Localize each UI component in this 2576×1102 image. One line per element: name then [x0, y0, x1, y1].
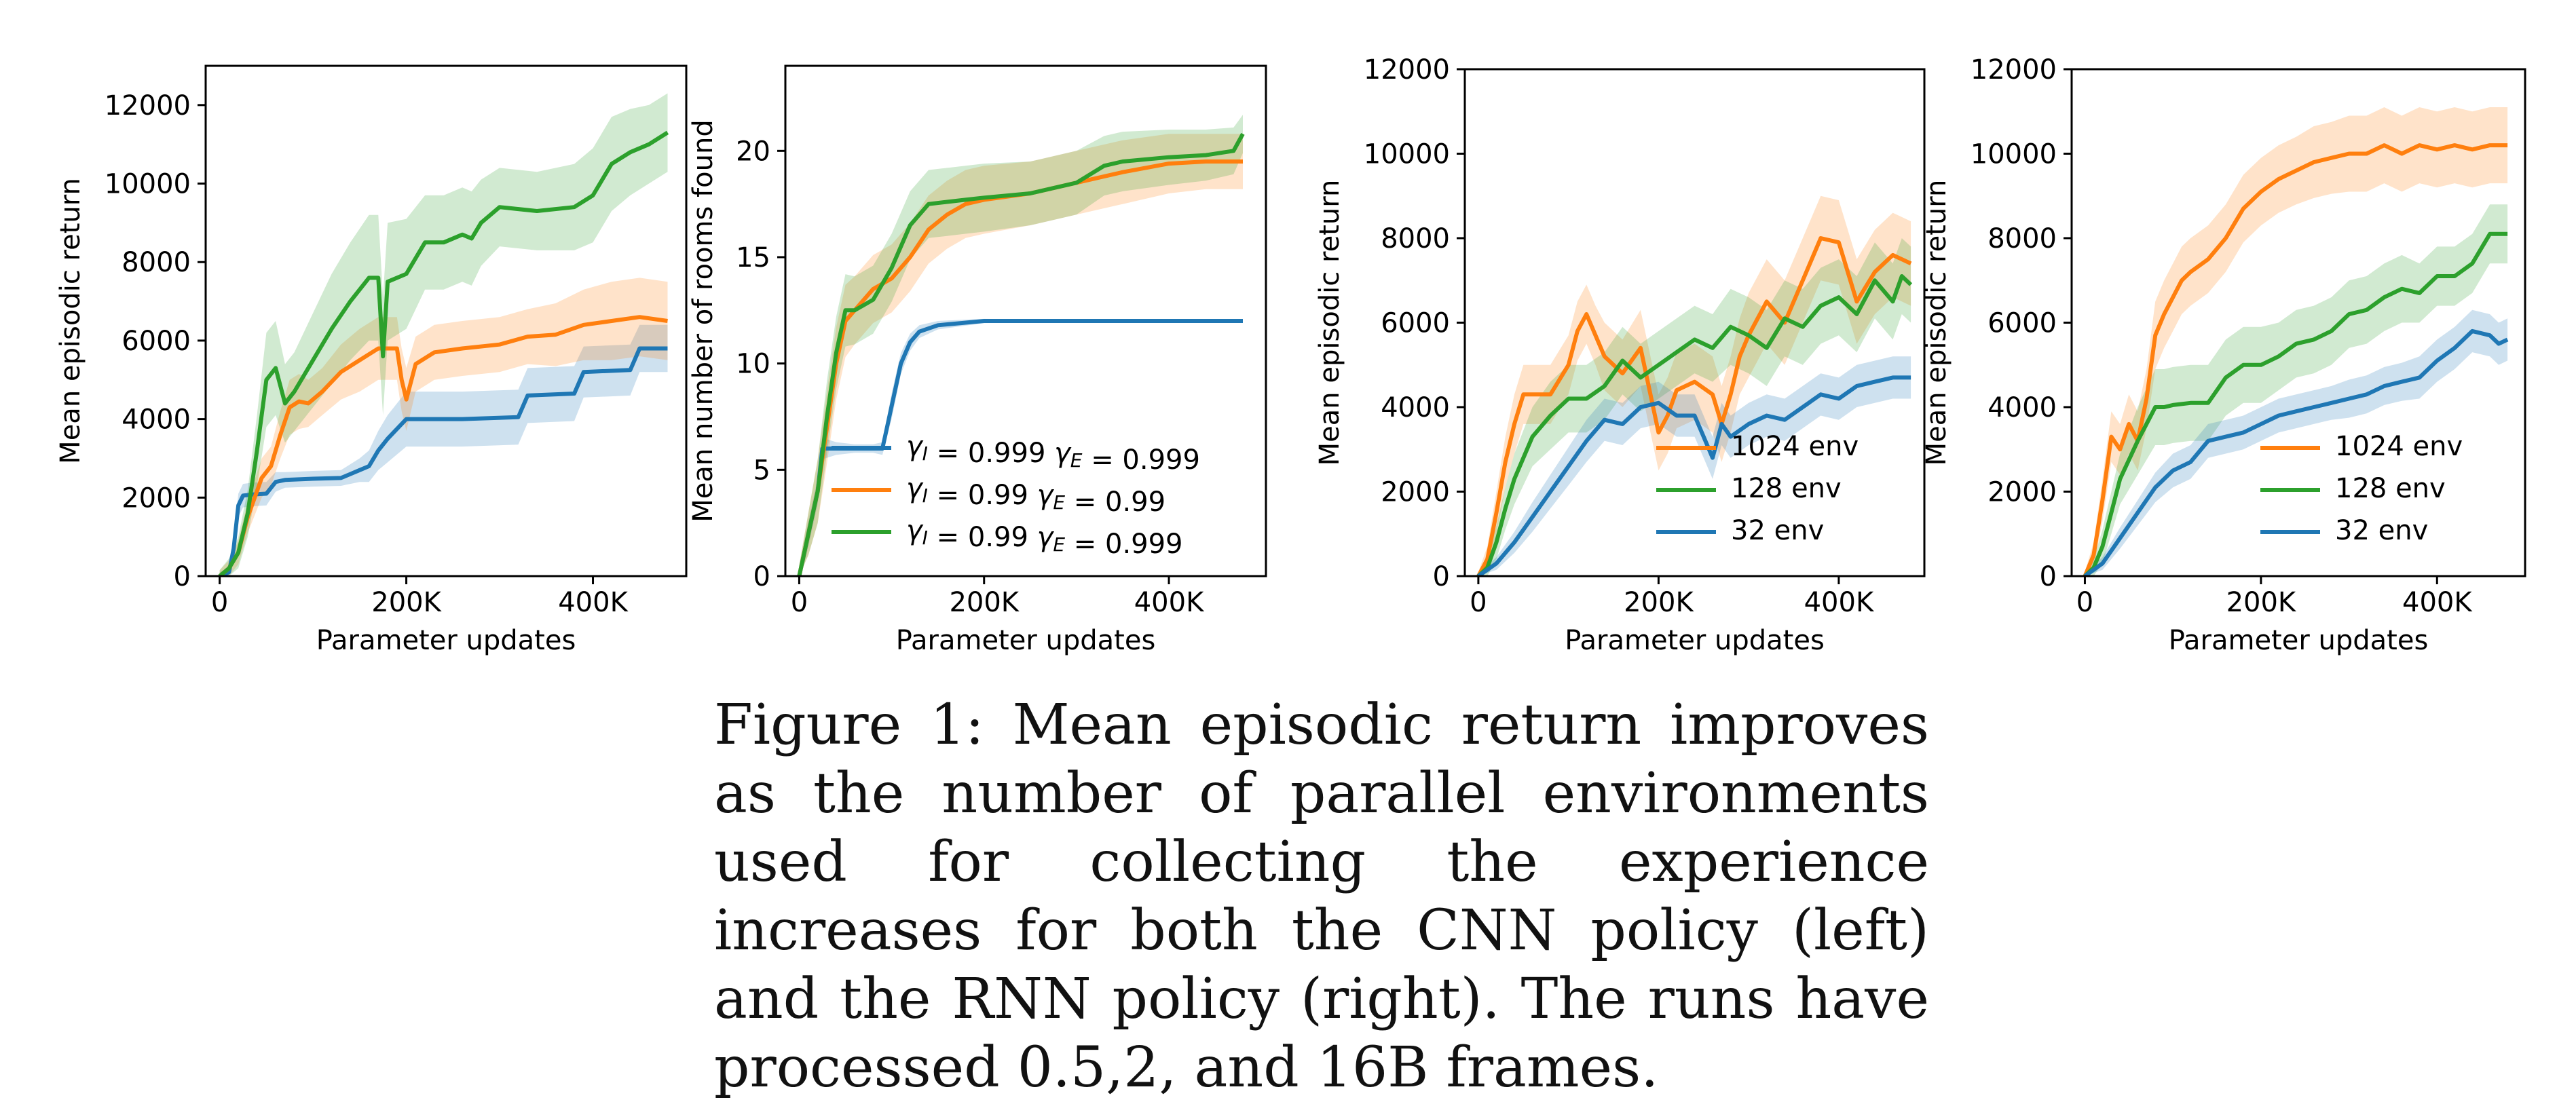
confidence-band-0: [219, 324, 668, 576]
x-tick-label: 0: [791, 587, 808, 618]
y-tick-label: 20: [736, 136, 770, 167]
x-tick-label: 200K: [371, 587, 442, 618]
y-tick-label: 5: [753, 455, 770, 486]
legend-label-1: γI = 0.99 γE = 0.99: [906, 473, 1165, 518]
x-axis-label: Parameter updates: [896, 625, 1156, 656]
series-line-1: [2083, 231, 2508, 576]
x-tick-label: 0: [1470, 587, 1487, 618]
legend-label-2: 32 env: [2335, 515, 2428, 546]
legend-label-1: 128 env: [2335, 473, 2446, 504]
y-tick-label: 6000: [1987, 308, 2057, 339]
x-axis-label: Parameter updates: [1565, 625, 1825, 656]
panel-4-env-return: 0 200K 400K 0 2000 4000 6000 8000 10000 12000 Para…: [1921, 54, 2526, 656]
y-tick-label: 6000: [1381, 308, 1450, 339]
figure-caption: Figure 1: Mean episodic return improves …: [714, 693, 1929, 1100]
figure-panels: 0 200K 400K020004000600080001000012000Para…: [55, 54, 2526, 656]
series-line-0: [219, 346, 668, 576]
y-tick-label: 4000: [1381, 392, 1450, 423]
y-tick-label: 8000: [1381, 223, 1450, 254]
x-tick-label: 400K: [1134, 587, 1205, 618]
y-tick-label: 10: [736, 349, 770, 380]
series-line-2: [2083, 328, 2509, 576]
x-axis-label: Parameter updates: [316, 625, 576, 656]
plot-area: [1476, 195, 1913, 576]
series-line-2: [797, 132, 1245, 576]
plot-area: [2083, 107, 2509, 576]
legend-label-0: γI = 0.999 γE = 0.999: [906, 431, 1200, 476]
axes-frame: [204, 64, 688, 577]
y-tick-label: 12000: [1971, 54, 2057, 86]
y-axis-label: Mean number of rooms found: [688, 119, 719, 522]
y-tick-label: 0: [174, 561, 191, 592]
confidence-band-2: [2085, 309, 2508, 576]
y-tick-label: 10000: [1364, 139, 1450, 170]
y-tick-label: 0: [753, 561, 770, 592]
y-tick-label: 0: [2040, 561, 2057, 592]
legend-label-0: 1024 env: [2335, 431, 2463, 462]
x-tick-label: 200K: [2226, 587, 2297, 618]
y-tick-label: 4000: [1987, 392, 2057, 423]
legend-label-2: γI = 0.99 γE = 0.999: [906, 515, 1183, 560]
legend: 1024 env 128 env 32 env: [1656, 431, 1859, 546]
y-tick-label: 10000: [105, 169, 191, 200]
legend-label-0: 1024 env: [1731, 431, 1859, 462]
x-tick-label: 400K: [1804, 587, 1875, 618]
confidence-band-0: [2085, 107, 2508, 576]
series-line-2: [1477, 375, 1911, 576]
x-tick-label: 200K: [1624, 587, 1694, 618]
x-tick-label: 200K: [949, 587, 1020, 618]
confidence-band-2: [219, 93, 668, 576]
y-tick-label: 12000: [105, 90, 191, 121]
legend-label-1: 128 env: [1731, 473, 1842, 504]
confidence-band-1: [2085, 204, 2508, 576]
y-tick-label: 8000: [122, 247, 191, 278]
series-line-0: [2083, 143, 2508, 576]
panel-1-cnn-return: 0 200K 400K 0 2000 4000 6000 8000 10000 12000 Para…: [55, 64, 688, 656]
x-tick-label: 400K: [558, 587, 629, 618]
y-tick-label: 2000: [122, 482, 191, 514]
y-axis-label: Mean episodic return: [55, 178, 86, 464]
plot-area: [218, 93, 669, 576]
series-line-1: [218, 315, 668, 576]
y-tick-label: 4000: [122, 404, 191, 436]
series-line-0: [1476, 236, 1912, 576]
y-tick-label: 10000: [1971, 139, 2057, 170]
panel-3-env-return: 0 200K 400K 0 2000 4000 6000 8000 10000 12000 Para…: [1314, 54, 1926, 656]
series-line-2: [218, 130, 669, 576]
y-axis-label: Mean episodic return: [1921, 180, 1952, 466]
confidence-band-1: [1478, 238, 1911, 576]
panel-2-rooms-found: 0 200K 400K 0 5 10 15 20 Parameter updates Mean n…: [688, 64, 1267, 656]
legend-label-2: 32 env: [1731, 515, 1824, 546]
x-tick-label: 0: [211, 587, 228, 618]
y-tick-label: 2000: [1987, 477, 2057, 508]
confidence-band-1: [219, 278, 668, 576]
x-tick-label: 0: [2076, 587, 2093, 618]
series-line-1: [1476, 274, 1913, 576]
confidence-band-0: [1478, 195, 1911, 576]
y-tick-label: 15: [736, 242, 770, 273]
y-axis-label: Mean episodic return: [1314, 180, 1345, 466]
y-tick-label: 6000: [122, 326, 191, 357]
confidence-band-1: [799, 134, 1243, 576]
x-tick-label: 400K: [2402, 587, 2473, 618]
legend: 1024 env 128 env 32 env: [2260, 431, 2463, 546]
axes-frame: [784, 64, 1267, 577]
confidence-band-2: [1478, 356, 1911, 576]
x-axis-label: Parameter updates: [2169, 625, 2429, 656]
y-tick-label: 8000: [1987, 223, 2057, 254]
y-tick-label: 0: [1433, 561, 1450, 592]
y-tick-label: 2000: [1381, 477, 1450, 508]
y-tick-label: 12000: [1364, 54, 1450, 86]
